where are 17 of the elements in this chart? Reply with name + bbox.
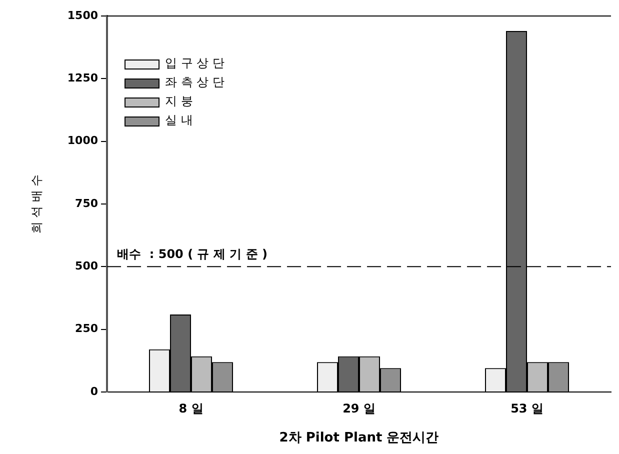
ref-line-label: 배수 : 500 ( 규 제 기 준 ) [117,246,268,261]
y-tick-label: 1250 [67,72,98,85]
y-tick-label: 0 [90,384,98,398]
y-tick-label: 250 [75,322,98,336]
y-tick-label: 500 [75,260,98,273]
x-axis-title: 2차 Pilot Plant 운전시간 [279,430,439,446]
x-tick-label: 29 일 [342,401,376,416]
legend-label: 입 구 상 단 [165,56,224,70]
y-axis-title: 희 석 배 수 [29,174,44,234]
x-tick-label: 53 일 [510,401,544,416]
legend-label: 실 내 [165,113,193,128]
y-tick-label: 1000 [67,134,98,148]
x-tick-label: 8 일 [178,401,204,416]
legend-label: 지 붕 [165,94,193,108]
legend-label: 좌 측 상 단 [165,75,224,90]
y-tick-label: 750 [75,196,98,210]
y-tick-label: 1500 [67,8,98,22]
